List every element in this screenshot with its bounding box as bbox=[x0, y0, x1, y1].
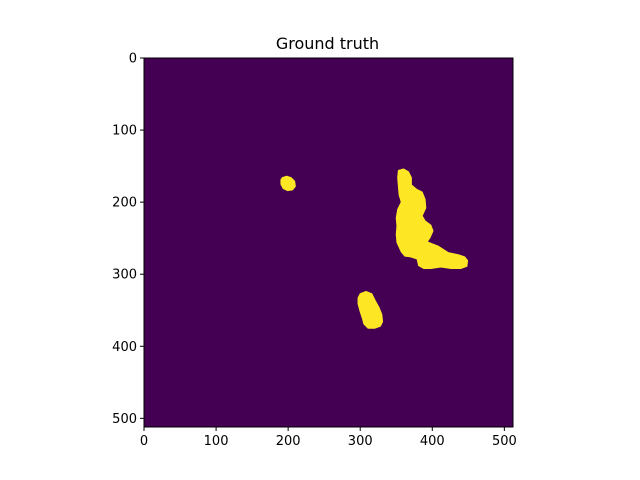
y-tick-label: 200 bbox=[112, 196, 137, 211]
regions-layer bbox=[280, 168, 469, 329]
y-tick-label: 500 bbox=[112, 412, 137, 427]
x-tick-label: 500 bbox=[492, 434, 517, 449]
mask-region-1 bbox=[280, 175, 296, 192]
y-axis: 0 100 200 300 400 500 bbox=[112, 52, 144, 427]
plot-area bbox=[143, 57, 514, 428]
y-tick-label: 400 bbox=[112, 340, 137, 355]
y-tick-label: 300 bbox=[112, 268, 137, 283]
x-tick-label: 100 bbox=[204, 434, 229, 449]
chart-title: Ground truth bbox=[276, 34, 379, 53]
x-tick-label: 0 bbox=[140, 434, 148, 449]
y-tick-label: 100 bbox=[112, 124, 137, 139]
x-tick-label: 400 bbox=[420, 434, 445, 449]
plot-frame bbox=[143, 57, 514, 428]
x-axis: 0 100 200 300 400 500 bbox=[140, 427, 517, 449]
y-tick-label: 0 bbox=[129, 52, 137, 67]
x-tick-label: 200 bbox=[276, 434, 301, 449]
mask-region-2 bbox=[395, 168, 469, 269]
image-background bbox=[144, 58, 513, 427]
mask-region-3 bbox=[357, 291, 384, 329]
x-tick-label: 300 bbox=[348, 434, 373, 449]
